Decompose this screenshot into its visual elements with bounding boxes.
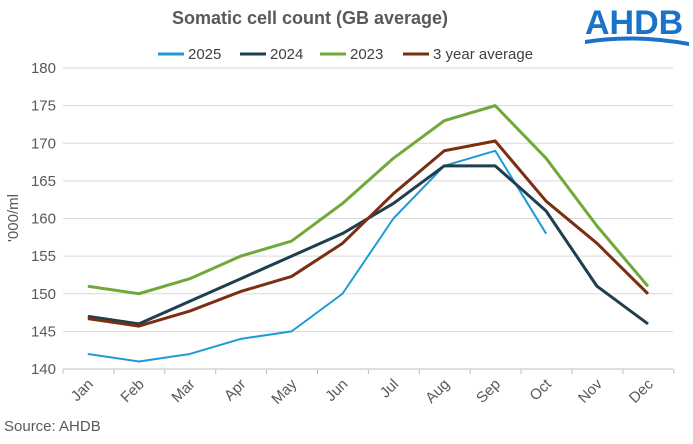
- data-point: [189, 300, 191, 302]
- data-point: [87, 353, 89, 355]
- data-point: [443, 150, 445, 152]
- ahdb-logo: AHDB: [583, 2, 691, 53]
- series-line-2023: [87, 104, 650, 296]
- y-tick-label: 160: [31, 211, 56, 228]
- data-point: [291, 255, 293, 257]
- data-point: [189, 310, 191, 312]
- y-tick-label: 145: [31, 323, 56, 340]
- y-tick-label: 175: [31, 98, 56, 115]
- x-tick-label: Jun: [322, 376, 351, 405]
- data-point: [240, 255, 242, 257]
- series-line-3-year-average: [87, 139, 649, 328]
- data-point: [443, 120, 445, 122]
- data-point: [494, 140, 496, 142]
- data-point: [189, 353, 191, 355]
- x-tick-label: May: [268, 375, 300, 407]
- data-point: [545, 200, 547, 202]
- x-tick-label: Dec: [626, 375, 657, 406]
- data-point: [240, 278, 242, 280]
- x-tick-label: Aug: [422, 376, 453, 407]
- y-tick-label: 150: [31, 286, 56, 303]
- data-point: [392, 193, 394, 195]
- x-tick-label: Jul: [377, 376, 403, 402]
- logo-text: AHDB: [585, 4, 683, 42]
- y-tick-label: 180: [31, 60, 56, 77]
- data-point: [87, 318, 89, 320]
- data-point: [596, 285, 598, 287]
- data-point: [342, 202, 343, 204]
- data-point: [342, 293, 343, 295]
- data-point: [240, 338, 242, 340]
- x-tick-label: Mar: [168, 376, 198, 406]
- legend-label: 2023: [350, 46, 383, 63]
- data-point: [87, 315, 89, 317]
- series-line-2025: [87, 149, 547, 363]
- x-tick-label: Apr: [221, 376, 250, 405]
- series-line-2024: [87, 164, 649, 326]
- x-tick-label: Jan: [68, 376, 97, 405]
- legend-label: 2025: [188, 46, 221, 63]
- chart-title: Somatic cell count (GB average): [171, 8, 449, 28]
- data-point: [392, 157, 394, 159]
- y-tick-label: 140: [31, 361, 56, 378]
- source-note: Source: AHDB: [4, 418, 101, 435]
- data-point: [291, 240, 293, 242]
- legend-label: 2024: [270, 46, 303, 63]
- x-tick-label: Oct: [526, 375, 555, 404]
- y-tick-label: 155: [31, 248, 56, 265]
- data-point: [342, 233, 343, 235]
- y-axis-label: '000/ml: [5, 194, 22, 242]
- data-point: [494, 165, 496, 167]
- data-point: [494, 105, 496, 107]
- y-tick-label: 165: [31, 173, 56, 190]
- data-point: [545, 210, 547, 212]
- data-point: [138, 293, 140, 295]
- data-point: [138, 360, 140, 362]
- data-point: [87, 285, 89, 287]
- data-point: [291, 330, 293, 332]
- data-point: [342, 242, 343, 244]
- data-point: [596, 242, 598, 244]
- data-point: [647, 293, 649, 295]
- y-tick-label: 170: [31, 135, 56, 152]
- x-tick-label: Sep: [473, 376, 504, 407]
- data-point: [443, 165, 445, 167]
- data-point: [647, 285, 649, 287]
- data-point: [189, 278, 191, 280]
- x-tick-label: Feb: [117, 376, 147, 406]
- data-point: [392, 218, 394, 219]
- data-point: [647, 323, 649, 325]
- legend-label: 3 year average: [433, 46, 533, 63]
- data-point: [291, 275, 293, 277]
- data-point: [138, 323, 140, 325]
- data-point: [545, 157, 547, 159]
- data-point: [494, 150, 496, 152]
- data-point: [392, 202, 394, 204]
- x-tick-label: Nov: [575, 375, 606, 406]
- data-point: [596, 225, 598, 227]
- data-point: [545, 233, 547, 235]
- data-point: [240, 290, 242, 292]
- data-point: [138, 325, 140, 327]
